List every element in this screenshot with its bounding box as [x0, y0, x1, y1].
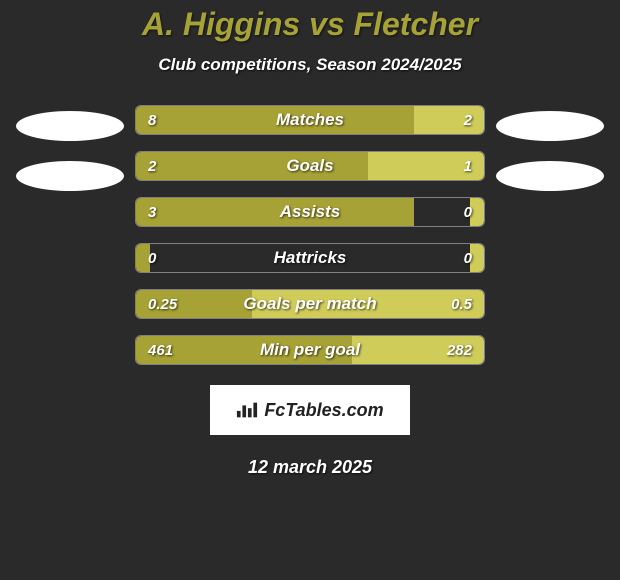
subtitle: Club competitions, Season 2024/2025	[158, 55, 461, 75]
stat-bar: 0 0Hattricks	[135, 243, 485, 273]
stat-bars: 82Matches21Goals30Assists00Hattricks0.25…	[135, 105, 485, 365]
stat-bar: 30Assists	[135, 197, 485, 227]
stat-right-value: 0	[464, 244, 472, 272]
player-avatar-placeholder	[16, 161, 124, 191]
stat-bar-right-segment	[414, 106, 484, 134]
comparison-card: A. Higgins vs Fletcher Club competitions…	[0, 0, 620, 580]
stat-left-value: 8	[148, 106, 156, 134]
stat-left-value: 2	[148, 152, 156, 180]
stat-bar-right-segment	[470, 198, 484, 226]
stat-bar: 21Goals	[135, 151, 485, 181]
player-left-column	[15, 105, 125, 191]
stat-left-value: 0	[148, 244, 156, 272]
stat-bar-right-segment	[470, 244, 484, 272]
stat-right-value: 2	[464, 106, 472, 134]
stat-bar: 82Matches	[135, 105, 485, 135]
stat-right-value: 282	[447, 336, 472, 364]
stat-right-value: 0.5	[451, 290, 472, 318]
stat-bar: 461282Min per goal	[135, 335, 485, 365]
player-avatar-placeholder	[496, 111, 604, 141]
stat-left-value: 461	[148, 336, 173, 364]
stat-bar-left-segment	[136, 106, 414, 134]
stat-bar-left-segment	[136, 152, 368, 180]
stat-right-value: 1	[464, 152, 472, 180]
stat-bar: 0.250.5Goals per match	[135, 289, 485, 319]
logo-text: FcTables.com	[264, 400, 383, 421]
stat-bar-left-segment	[136, 198, 414, 226]
player-right-column	[495, 105, 605, 191]
chart-area: 82Matches21Goals30Assists00Hattricks0.25…	[0, 105, 620, 365]
stat-bar-right-segment	[252, 290, 484, 318]
stat-right-value: 0	[464, 198, 472, 226]
barchart-icon	[236, 401, 258, 419]
stat-label: Hattricks	[136, 244, 484, 272]
logo-box: FcTables.com	[210, 385, 410, 435]
stat-left-value: 0.25	[148, 290, 177, 318]
player-avatar-placeholder	[496, 161, 604, 191]
stat-left-value: 3	[148, 198, 156, 226]
player-avatar-placeholder	[16, 111, 124, 141]
date: 12 march 2025	[248, 457, 372, 478]
title: A. Higgins vs Fletcher	[142, 6, 478, 43]
